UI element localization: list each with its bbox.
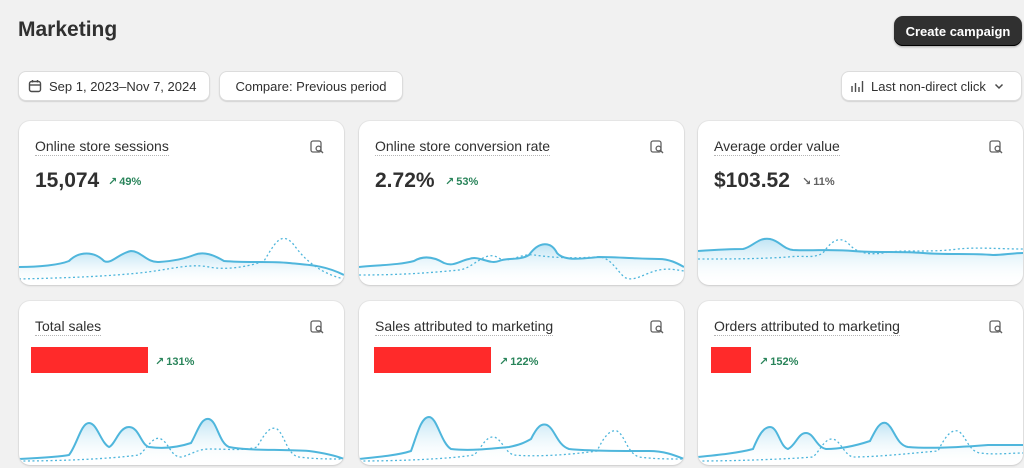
sparkline-chart xyxy=(698,237,1023,285)
current-period-area xyxy=(359,417,684,465)
current-period-line xyxy=(698,421,1023,458)
arrow-up-right-icon: ↗ xyxy=(108,176,118,188)
explore-report-icon[interactable] xyxy=(309,319,325,335)
compare-label: Compare: Previous period xyxy=(235,78,387,94)
current-period-line xyxy=(19,249,344,276)
current-period-area xyxy=(359,244,684,285)
card-title[interactable]: Total sales xyxy=(35,318,102,336)
sparkline-chart xyxy=(359,243,684,285)
delta-value: 11% xyxy=(813,175,835,188)
delta-badge: ↗ 53% xyxy=(445,175,479,189)
date-range-picker[interactable]: Sep 1, 2023–Nov 7, 2024 xyxy=(18,71,210,101)
current-period-line xyxy=(19,417,344,460)
delta-value: 53% xyxy=(456,175,479,188)
metric-value: 2.72% xyxy=(375,169,435,192)
arrow-up-right-icon: ↗ xyxy=(155,356,165,368)
metric-card-sales-attributed[interactable]: Sales attributed to marketing ↗ 122% xyxy=(359,301,684,465)
arrow-down-right-icon: ↘ xyxy=(802,176,812,188)
date-range-label: Sep 1, 2023–Nov 7, 2024 xyxy=(49,78,197,94)
delta-badge: ↘ 11% xyxy=(802,175,835,189)
explore-report-icon[interactable] xyxy=(988,139,1004,155)
previous-period-line xyxy=(698,430,1023,462)
explore-report-icon[interactable] xyxy=(649,139,665,155)
metric-card-conversion-rate[interactable]: Online store conversion rate 2.72% ↗ 53% xyxy=(359,121,684,285)
current-period-area xyxy=(19,251,344,285)
previous-period-line xyxy=(698,239,1023,260)
explore-report-icon[interactable] xyxy=(309,139,325,155)
bar-chart-icon xyxy=(851,81,864,92)
current-period-line xyxy=(359,415,684,460)
metric-card-sessions[interactable]: Online store sessions 15,074 ↗ 49% xyxy=(19,121,344,285)
metric-value: $103.52 xyxy=(714,169,790,192)
explore-report-icon[interactable] xyxy=(988,319,1004,335)
sparkline-chart xyxy=(19,417,344,465)
metric-card-orders-attributed[interactable]: Orders attributed to marketing ↗ 152% xyxy=(698,301,1023,465)
calendar-icon xyxy=(28,80,42,93)
delta-value: 122% xyxy=(510,355,539,368)
metric-value: 15,074 xyxy=(35,169,100,192)
attribution-label: Last non-direct click xyxy=(871,78,986,94)
explore-report-icon[interactable] xyxy=(649,319,665,335)
card-title[interactable]: Sales attributed to marketing xyxy=(375,318,554,336)
current-period-area xyxy=(698,422,1023,465)
chevron-down-icon xyxy=(994,83,1003,90)
create-campaign-button[interactable]: Create campaign xyxy=(894,16,1022,46)
card-title[interactable]: Online store conversion rate xyxy=(375,138,551,156)
redacted-value xyxy=(374,347,491,373)
delta-value: 49% xyxy=(119,175,142,188)
previous-period-line xyxy=(359,254,684,280)
arrow-up-right-icon: ↗ xyxy=(759,356,769,368)
delta-badge: ↗ 131% xyxy=(155,355,195,369)
page-title: Marketing xyxy=(18,18,118,41)
metric-card-average-order-value[interactable]: Average order value $103.52 ↘ 11% xyxy=(698,121,1023,285)
card-title[interactable]: Online store sessions xyxy=(35,138,169,156)
current-period-area xyxy=(698,238,1023,285)
attribution-model-select[interactable]: Last non-direct click xyxy=(841,71,1022,101)
compare-period-picker[interactable]: Compare: Previous period xyxy=(219,71,403,101)
delta-value: 152% xyxy=(770,355,799,368)
current-period-area xyxy=(19,418,344,465)
previous-period-line xyxy=(19,427,344,462)
delta-badge: ↗ 152% xyxy=(759,355,799,369)
delta-value: 131% xyxy=(166,355,195,368)
redacted-value xyxy=(31,347,148,373)
current-period-line xyxy=(698,237,1023,257)
delta-badge: ↗ 49% xyxy=(108,175,142,189)
sparkline-chart xyxy=(359,415,684,465)
redacted-value xyxy=(711,347,751,373)
arrow-up-right-icon: ↗ xyxy=(499,356,509,368)
metric-card-total-sales[interactable]: Total sales ↗ 131% xyxy=(19,301,344,465)
delta-badge: ↗ 122% xyxy=(499,355,539,369)
previous-period-line xyxy=(359,430,684,462)
previous-period-line xyxy=(19,237,344,280)
arrow-up-right-icon: ↗ xyxy=(445,176,455,188)
card-title[interactable]: Average order value xyxy=(714,138,840,156)
sparkline-chart xyxy=(698,421,1023,465)
card-title[interactable]: Orders attributed to marketing xyxy=(714,318,900,336)
sparkline-chart xyxy=(19,237,344,285)
